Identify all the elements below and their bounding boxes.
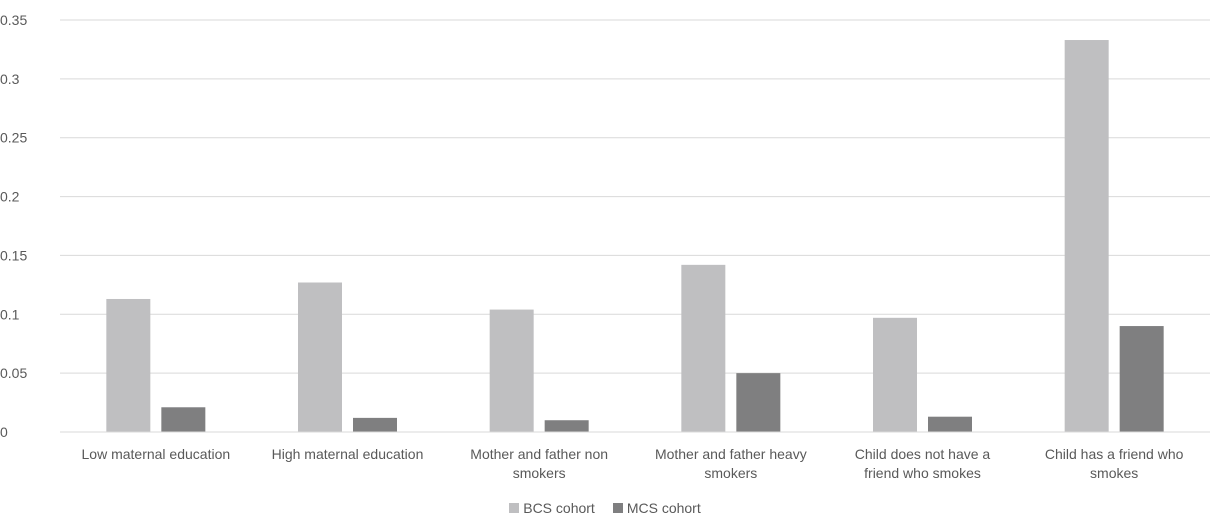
y-tick-label: 0 [0, 424, 8, 440]
legend-item-mcs: MCS cohort [612, 499, 701, 516]
y-tick-label: 0.05 [0, 365, 27, 381]
bar-mcs [736, 373, 781, 432]
x-category-label: Child does not have a [855, 446, 991, 462]
x-category-label: Mother and father non [470, 446, 608, 462]
bar-mcs [161, 407, 206, 432]
x-category-label: Child has a friend who [1045, 446, 1184, 462]
bar-bcs [489, 309, 534, 432]
legend-item-bcs: BCS cohort [509, 500, 595, 516]
legend-swatch-bcs [509, 502, 520, 513]
y-tick-label: 0.3 [0, 71, 20, 87]
x-category-label: smokers [704, 465, 757, 481]
gridlines [60, 19, 1210, 374]
y-tick-label: 0.35 [0, 12, 27, 28]
legend: BCS cohort MCS cohort [0, 498, 1210, 517]
y-tick-label: 0.1 [0, 306, 20, 322]
legend-swatch-mcs [612, 502, 623, 513]
x-category-label: friend who smokes [864, 465, 981, 481]
bar-mcs [928, 416, 972, 432]
bar-bcs [873, 317, 917, 432]
legend-label-bcs: BCS cohort [523, 499, 595, 516]
bar-bcs [298, 282, 342, 432]
bar-mcs [544, 420, 589, 432]
bars [106, 40, 1164, 433]
bar-bcs [1064, 40, 1109, 433]
x-axis-labels: Low maternal education High maternal educ… [82, 446, 1184, 481]
x-category-label: smokers [513, 465, 566, 481]
x-category-label: smokes [1090, 465, 1138, 481]
legend-label-mcs: MCS cohort [626, 499, 701, 516]
y-tick-label: 0.25 [0, 130, 27, 146]
bar-bcs [681, 264, 726, 432]
x-category-label: Low maternal education [82, 446, 231, 462]
x-category-label: Mother and father heavy [655, 446, 807, 462]
bar-bcs [106, 298, 151, 432]
y-tick-label: 0.2 [0, 189, 20, 205]
y-tick-label: 0.15 [0, 247, 27, 263]
x-category-label: High maternal education [272, 446, 424, 462]
bar-mcs [353, 417, 397, 432]
bar-mcs [1119, 326, 1164, 432]
y-axis-ticks: 0 0.05 0.1 0.15 0.2 0.25 0.3 0.35 [0, 12, 27, 440]
